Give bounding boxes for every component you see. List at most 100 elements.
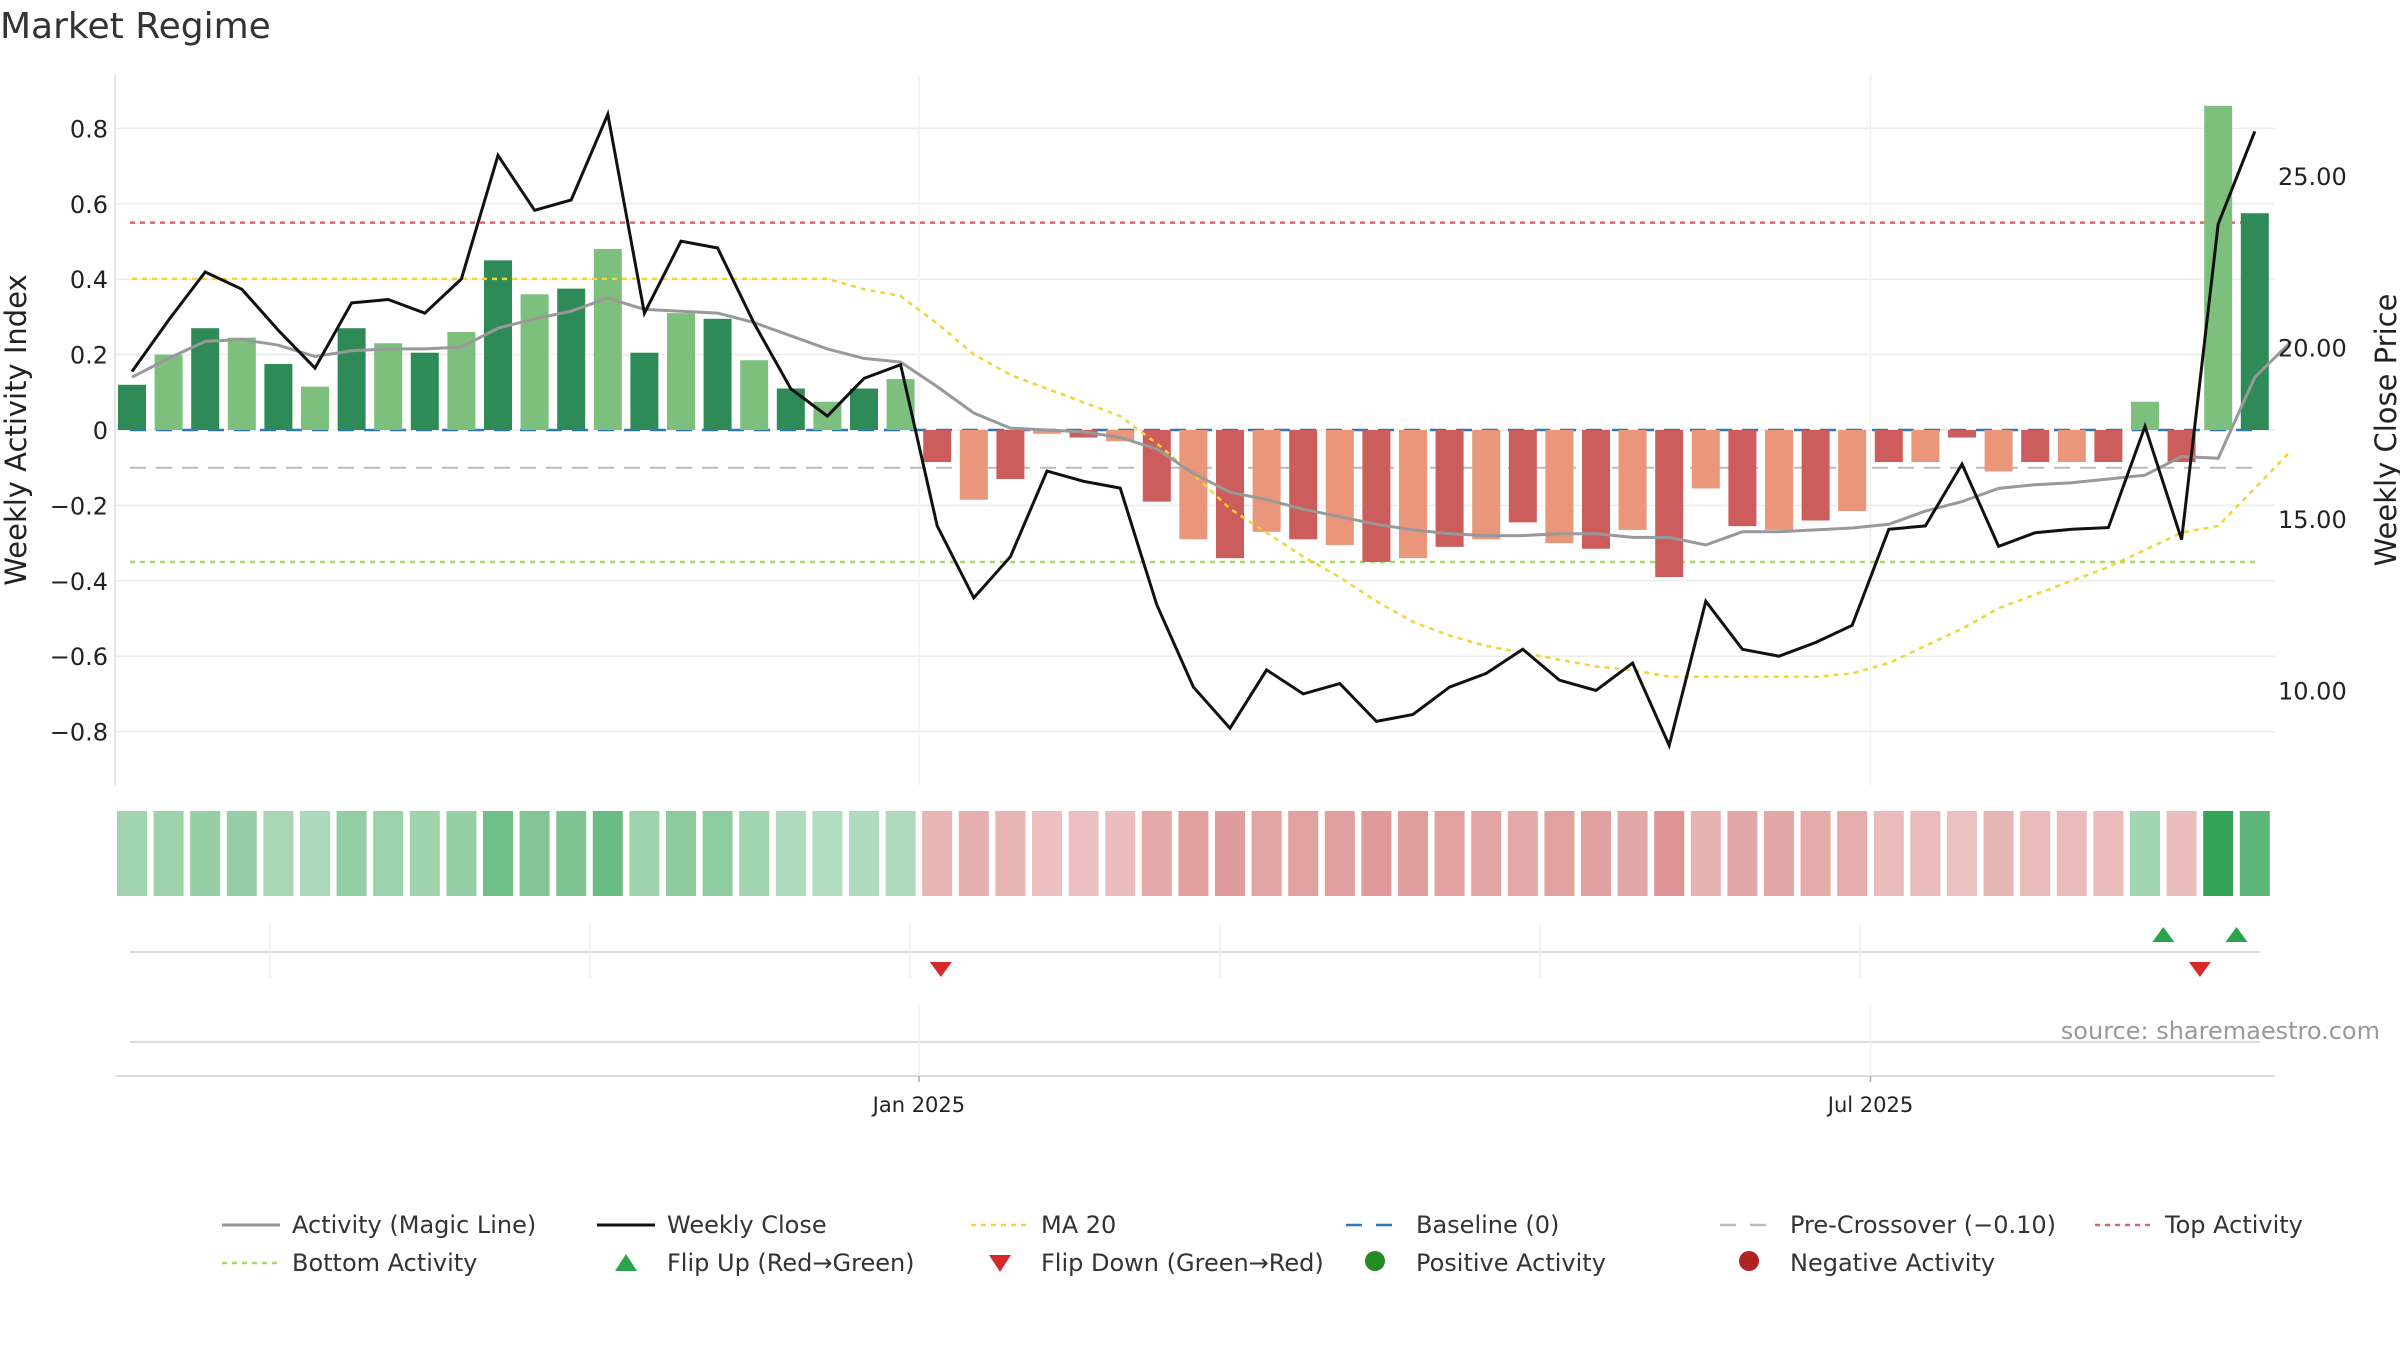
activity-bar bbox=[1069, 430, 1098, 438]
y-tick-right: 10.00 bbox=[2278, 678, 2347, 706]
legend-swatch-triangle-down bbox=[989, 1255, 1011, 1272]
heat-cell bbox=[483, 811, 513, 896]
heat-cell bbox=[1800, 811, 1831, 896]
heat-cell bbox=[1105, 811, 1136, 896]
activity-bar bbox=[410, 352, 439, 430]
y-axis-label-right: Weekly Close Price bbox=[2369, 294, 2400, 567]
activity-bar bbox=[1618, 430, 1647, 530]
activity-bar bbox=[337, 328, 366, 430]
heat-cell bbox=[702, 811, 733, 896]
heat-cell bbox=[1947, 811, 1977, 896]
legend-item: Bottom Activity bbox=[222, 1249, 477, 1277]
heat-cell bbox=[1361, 811, 1392, 896]
activity-bar bbox=[1948, 430, 1976, 438]
activity-bar bbox=[959, 430, 988, 500]
heat-cell bbox=[1727, 811, 1758, 896]
heat-cell bbox=[190, 811, 221, 896]
legend-item: Activity (Magic Line) bbox=[222, 1211, 536, 1239]
heat-cell bbox=[1910, 811, 1941, 896]
heat-cell bbox=[446, 811, 477, 896]
reference-lines bbox=[130, 221, 2260, 564]
legend: Activity (Magic Line) Weekly Close MA 20 Ba… bbox=[222, 1211, 2303, 1277]
regime-heat-strip bbox=[117, 811, 2270, 896]
y-tick-left: −0.6 bbox=[50, 643, 108, 671]
x-tick-label: Jul 2025 bbox=[1826, 1093, 1913, 1117]
heat-cell bbox=[1837, 811, 1868, 896]
activity-bar bbox=[630, 352, 659, 430]
heat-cell bbox=[958, 811, 989, 896]
activity-bar bbox=[1289, 430, 1318, 540]
activity-bar bbox=[2204, 105, 2233, 430]
activity-bar bbox=[1874, 430, 1903, 463]
flip-up-marker bbox=[2152, 927, 2175, 942]
activity-bars bbox=[118, 105, 2269, 578]
activity-bar bbox=[191, 328, 220, 430]
heat-cell bbox=[1690, 811, 1721, 896]
activity-bar bbox=[1582, 430, 1610, 549]
legend-item: Top Activity bbox=[2095, 1211, 2303, 1239]
legend-item: Baseline (0) bbox=[1346, 1211, 1559, 1239]
activity-bar bbox=[740, 360, 769, 430]
y-tick-right: 25.00 bbox=[2278, 163, 2347, 191]
heat-cell bbox=[1983, 811, 2014, 896]
activity-bar bbox=[996, 430, 1025, 480]
heat-cell bbox=[117, 811, 147, 896]
weekly-close-line bbox=[130, 109, 2257, 750]
legend-swatch-circle bbox=[1365, 1251, 1385, 1271]
heat-cell bbox=[775, 811, 806, 896]
y-tick-left: 0 bbox=[93, 417, 108, 445]
legend-swatch-circle bbox=[1739, 1251, 1759, 1271]
heat-cell bbox=[1141, 811, 1172, 896]
heat-cell bbox=[153, 811, 184, 896]
activity-bar bbox=[703, 318, 732, 430]
heat-cell bbox=[2093, 811, 2124, 896]
heat-cell bbox=[812, 811, 843, 896]
heat-cell bbox=[739, 811, 770, 896]
activity-bar bbox=[1362, 430, 1391, 562]
activity-bar bbox=[593, 249, 622, 430]
legend-item: MA 20 bbox=[971, 1211, 1116, 1239]
activity-bar bbox=[1142, 430, 1171, 502]
y-axis-label-left: Weekly Activity Index bbox=[0, 274, 33, 585]
heat-cell bbox=[2166, 811, 2197, 896]
activity-bar bbox=[2094, 430, 2123, 463]
y-tick-left: −0.2 bbox=[50, 492, 108, 520]
activity-bar bbox=[1033, 430, 1061, 434]
y-tick-right: 15.00 bbox=[2278, 506, 2347, 534]
activity-bar bbox=[1984, 430, 2013, 472]
activity-bar bbox=[2057, 430, 2086, 463]
activity-bar bbox=[2021, 430, 2050, 463]
heat-cell bbox=[849, 811, 879, 896]
activity-bar bbox=[850, 388, 878, 430]
activity-bar bbox=[667, 313, 695, 430]
chart-title: Market Regime bbox=[0, 6, 271, 47]
activity-bar bbox=[1655, 430, 1684, 578]
activity-bar bbox=[1911, 430, 1940, 463]
heat-cell bbox=[1324, 811, 1355, 896]
activity-bar bbox=[1325, 430, 1354, 545]
ma20-line bbox=[132, 277, 2293, 679]
activity-bar bbox=[1691, 430, 1720, 489]
axes: 0.8 0.6 0.4 0.2 0 −0.2 −0.4 −0.6 −0.8 25.00 20.00 1… bbox=[50, 75, 2347, 785]
heat-cell bbox=[1764, 811, 1794, 896]
heat-cell bbox=[922, 811, 953, 896]
flip-down-marker bbox=[929, 962, 952, 977]
activity-bar bbox=[1728, 430, 1757, 527]
activity-bar bbox=[264, 364, 293, 430]
heat-cell bbox=[1288, 811, 1319, 896]
y-tick-left: −0.4 bbox=[50, 568, 108, 596]
activity-bar bbox=[923, 430, 952, 463]
heat-cell bbox=[1507, 811, 1538, 896]
heat-cell bbox=[226, 811, 257, 896]
flip-markers-panel bbox=[130, 925, 2260, 978]
activity-bar bbox=[1252, 430, 1281, 532]
heat-cell bbox=[629, 811, 660, 896]
heat-cell bbox=[666, 811, 696, 896]
y-tick-left: −0.8 bbox=[50, 719, 108, 747]
activity-bar bbox=[2240, 213, 2269, 430]
activity-bar bbox=[118, 384, 146, 430]
series-lines bbox=[130, 109, 2293, 750]
heat-cell bbox=[1544, 811, 1575, 896]
activity-bar bbox=[520, 294, 549, 430]
heat-cell bbox=[409, 811, 440, 896]
